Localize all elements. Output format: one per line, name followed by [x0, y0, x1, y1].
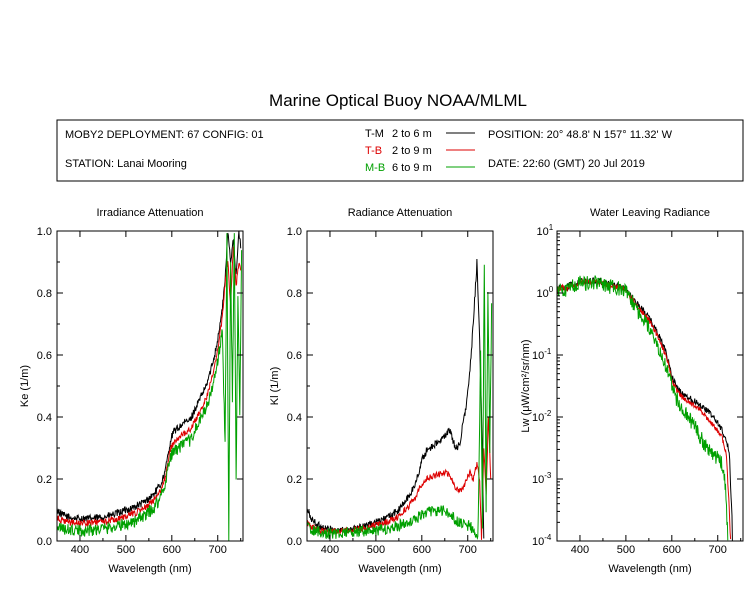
- legend-entry-mb: M-B 6 to 9 m: [365, 162, 475, 174]
- chart-panel-3: Water Leaving Radiance 400 500 600 700 10-4 10…: [520, 207, 744, 575]
- y-axis-label: Ke (1/m): [19, 365, 31, 407]
- series-group: [307, 258, 493, 540]
- x-axis-label: Wavelength (nm): [108, 563, 191, 575]
- y-tick-label: 0.6: [37, 350, 52, 362]
- chart-title: Radiance Attenuation: [348, 207, 453, 219]
- y-tick-label: 1.0: [37, 226, 52, 238]
- x-tick-label: 700: [209, 544, 227, 556]
- info-box: [56, 119, 744, 182]
- legend-tag-tb: T-B: [365, 145, 382, 157]
- y-tick-label: 0.8: [37, 288, 52, 300]
- y-tick-label: 0.2: [287, 474, 302, 486]
- x-tick-label: 500: [117, 544, 135, 556]
- y-tick-label: 10-1: [532, 347, 552, 362]
- plot-frame: [556, 230, 744, 542]
- y-axis-label: Kl (1/m): [269, 367, 281, 406]
- plot-frame: [56, 230, 244, 542]
- station-text: STATION: Lanai Mooring: [65, 158, 187, 170]
- chart-panels: Irradiance Attenuation 400 500 600 700 0.0 0.2…: [19, 207, 744, 575]
- y-tick-label: 10-4: [532, 533, 552, 548]
- y-tick-label: 0.4: [287, 412, 302, 424]
- series-line-t-b: [557, 277, 732, 540]
- series-line-t-m: [57, 231, 242, 523]
- x-tick-label: 400: [71, 544, 89, 556]
- y-tick-label: 0.2: [37, 474, 52, 486]
- series-line-m-b: [57, 233, 243, 541]
- series-line-t-m: [307, 258, 485, 539]
- x-tick-label: 400: [571, 544, 589, 556]
- chart-panel-1: Irradiance Attenuation 400 500 600 700 0.0 0.2…: [19, 207, 244, 575]
- x-tick-label: 500: [617, 544, 635, 556]
- legend-entry-tb: T-B 2 to 9 m: [365, 145, 475, 157]
- x-tick-label: 500: [367, 544, 385, 556]
- x-tick-label: 400: [321, 544, 339, 556]
- legend-tag-mb: M-B: [365, 162, 385, 174]
- legend-tag-tm: T-M: [365, 128, 384, 140]
- x-axis-label: Wavelength (nm): [608, 563, 691, 575]
- y-tick-label: 101: [537, 223, 554, 238]
- y-tick-label: 10-3: [532, 471, 552, 486]
- x-axis-label: Wavelength (nm): [358, 563, 441, 575]
- y-axis-label: Lw (μW/cm²/sr/nm): [520, 339, 532, 432]
- y-tick-label: 0.4: [37, 412, 52, 424]
- x-tick-label: 700: [709, 544, 727, 556]
- plot-frame: [306, 230, 494, 542]
- series-group: [557, 275, 733, 541]
- legend-range-tb: 2 to 9 m: [392, 145, 432, 157]
- y-tick-label: 10-2: [532, 409, 552, 424]
- series-line-m-b: [557, 275, 729, 541]
- series-group: [57, 231, 243, 541]
- y-tick-label: 0.8: [287, 288, 302, 300]
- series-line-m-b: [307, 264, 493, 540]
- legend: T-M 2 to 6 m T-B 2 to 9 m M-B 6 to 9 m: [365, 128, 475, 174]
- date-text: DATE: 22:60 (GMT) 20 Jul 2019: [488, 158, 645, 170]
- chart-panel-2: Radiance Attenuation 400 500 600 700 0.0 0.2 0.…: [269, 207, 494, 575]
- x-tick-label: 600: [413, 544, 431, 556]
- deployment-text: MOBY2 DEPLOYMENT: 67 CONFIG: 01: [65, 129, 264, 141]
- series-line-t-b: [307, 417, 492, 540]
- figure-title: Marine Optical Buoy NOAA/MLML: [269, 91, 527, 110]
- y-tick-label: 0.0: [287, 536, 302, 548]
- y-tick-label: 100: [537, 285, 554, 300]
- chart-title: Irradiance Attenuation: [96, 207, 203, 219]
- legend-range-mb: 6 to 9 m: [392, 162, 432, 174]
- y-tick-label: 1.0: [287, 226, 302, 238]
- position-text: POSITION: 20° 48.8' N 157° 11.32' W: [488, 129, 673, 141]
- legend-range-tm: 2 to 6 m: [392, 128, 432, 140]
- chart-title: Water Leaving Radiance: [590, 207, 710, 219]
- x-tick-label: 600: [163, 544, 181, 556]
- y-tick-label: 0.6: [287, 350, 302, 362]
- legend-entry-tm: T-M 2 to 6 m: [365, 128, 475, 140]
- y-tick-label: 0.0: [37, 536, 52, 548]
- x-tick-label: 600: [663, 544, 681, 556]
- x-tick-label: 700: [459, 544, 477, 556]
